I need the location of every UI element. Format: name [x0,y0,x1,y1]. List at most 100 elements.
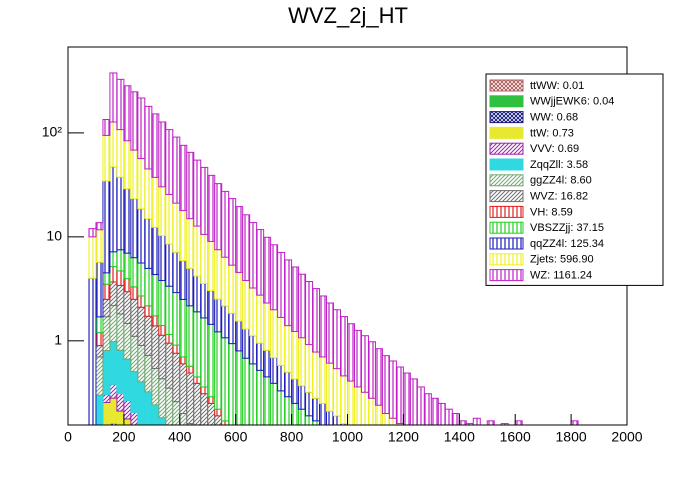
histogram-bar [200,393,209,425]
histogram-bar [319,402,328,425]
histogram-bar [123,252,132,280]
legend-swatch [489,126,524,139]
histogram-bar [116,284,125,315]
histogram-bar [123,323,132,360]
histogram-bar [102,180,111,274]
histogram-bar [291,330,300,380]
histogram-bar [263,376,272,425]
histogram-bar [179,144,188,212]
histogram-bar [172,202,181,253]
histogram-bar [242,357,251,425]
histogram-bar [116,349,125,395]
histogram-bar [172,401,181,425]
histogram-bar [109,383,118,399]
histogram-bar [151,226,160,276]
histogram-bar [186,365,195,374]
legend-swatch [489,79,524,92]
histogram-bar [256,342,265,371]
y-tick-label: 10² [42,124,63,140]
histogram-bar [284,325,293,373]
histogram-bar [284,371,293,398]
histogram-bar [193,311,202,378]
histogram-bar [116,176,125,251]
histogram-bar [172,292,181,346]
histogram-bar [228,264,237,314]
histogram-bar [347,323,355,382]
legend-label: WVZ: 16.82 [530,191,588,203]
histogram-bar [102,134,111,182]
histogram-bar [186,372,195,425]
histogram-bar [144,267,153,307]
histogram-bar [221,190,230,258]
legend-label: qqZZ4l: 125.34 [530,238,604,250]
histogram-bar [207,396,216,404]
histogram-bar [137,262,146,297]
histogram-bar [102,283,111,300]
histogram-bar [326,362,335,412]
x-tick-label: 1400 [444,429,475,445]
histogram-bar [214,408,223,417]
histogram-bar [130,371,139,413]
histogram-bar [270,244,279,311]
histogram-bar [374,404,383,425]
histogram-bar [95,229,104,263]
histogram-bar [235,350,244,425]
histogram-bar [284,259,293,327]
histogram-bar [228,312,237,345]
histogram-bar [214,183,223,251]
histogram-bar [137,344,146,383]
legend-label: ggZZ4l: 8.60 [530,175,592,187]
histogram-bar [172,352,181,403]
histogram-bar [200,317,209,388]
histogram-bar [123,358,132,401]
histogram-bar [123,85,132,142]
x-tick-label: 400 [168,429,192,445]
histogram-bar [186,151,195,220]
histogram-bar [151,404,160,425]
histogram-bar [172,344,181,354]
histogram-bar [263,236,272,304]
histogram-bar [158,186,167,237]
histogram-bar [305,391,314,417]
histogram-bar [130,198,139,259]
histogram-stack [88,72,579,425]
histogram-bar [333,368,342,417]
histogram-bar [360,335,369,393]
histogram-bar [158,280,167,327]
histogram-bar [249,335,258,365]
histogram-bar [123,188,132,254]
histogram-bar [409,378,418,425]
histogram-bar [95,261,104,318]
histogram-bar [102,298,111,318]
legend-swatch [489,269,524,282]
histogram-bar [193,382,202,425]
histogram-bar [144,218,153,269]
histogram-bar [312,288,321,353]
histogram-bar [465,423,474,425]
histogram-bar [249,363,258,425]
histogram-bar [158,378,167,419]
histogram-bar [144,305,153,317]
histogram-bar [151,315,160,327]
histogram-bar [500,423,509,425]
histogram-bar [158,235,167,282]
histogram-bar [353,329,362,388]
histogram-bar [298,408,307,425]
y-tick-label: 1 [54,332,62,348]
histogram-bar [472,417,481,425]
histogram-bar [179,260,188,300]
histogram-bar [165,387,174,425]
histogram-bar [193,225,202,277]
histogram-bar [298,273,307,339]
histogram-bar [151,367,160,406]
histogram-bar [109,266,118,283]
legend-swatch [489,174,524,187]
histogram-bar [353,386,362,425]
x-tick-label: 2000 [611,429,642,445]
legend-label: Zjets: 596.90 [530,254,594,266]
histogram-bar [277,316,286,366]
histogram-bar [193,275,202,313]
histogram-bar [123,399,132,420]
histogram-bar [367,341,376,399]
histogram-bar [423,393,432,425]
